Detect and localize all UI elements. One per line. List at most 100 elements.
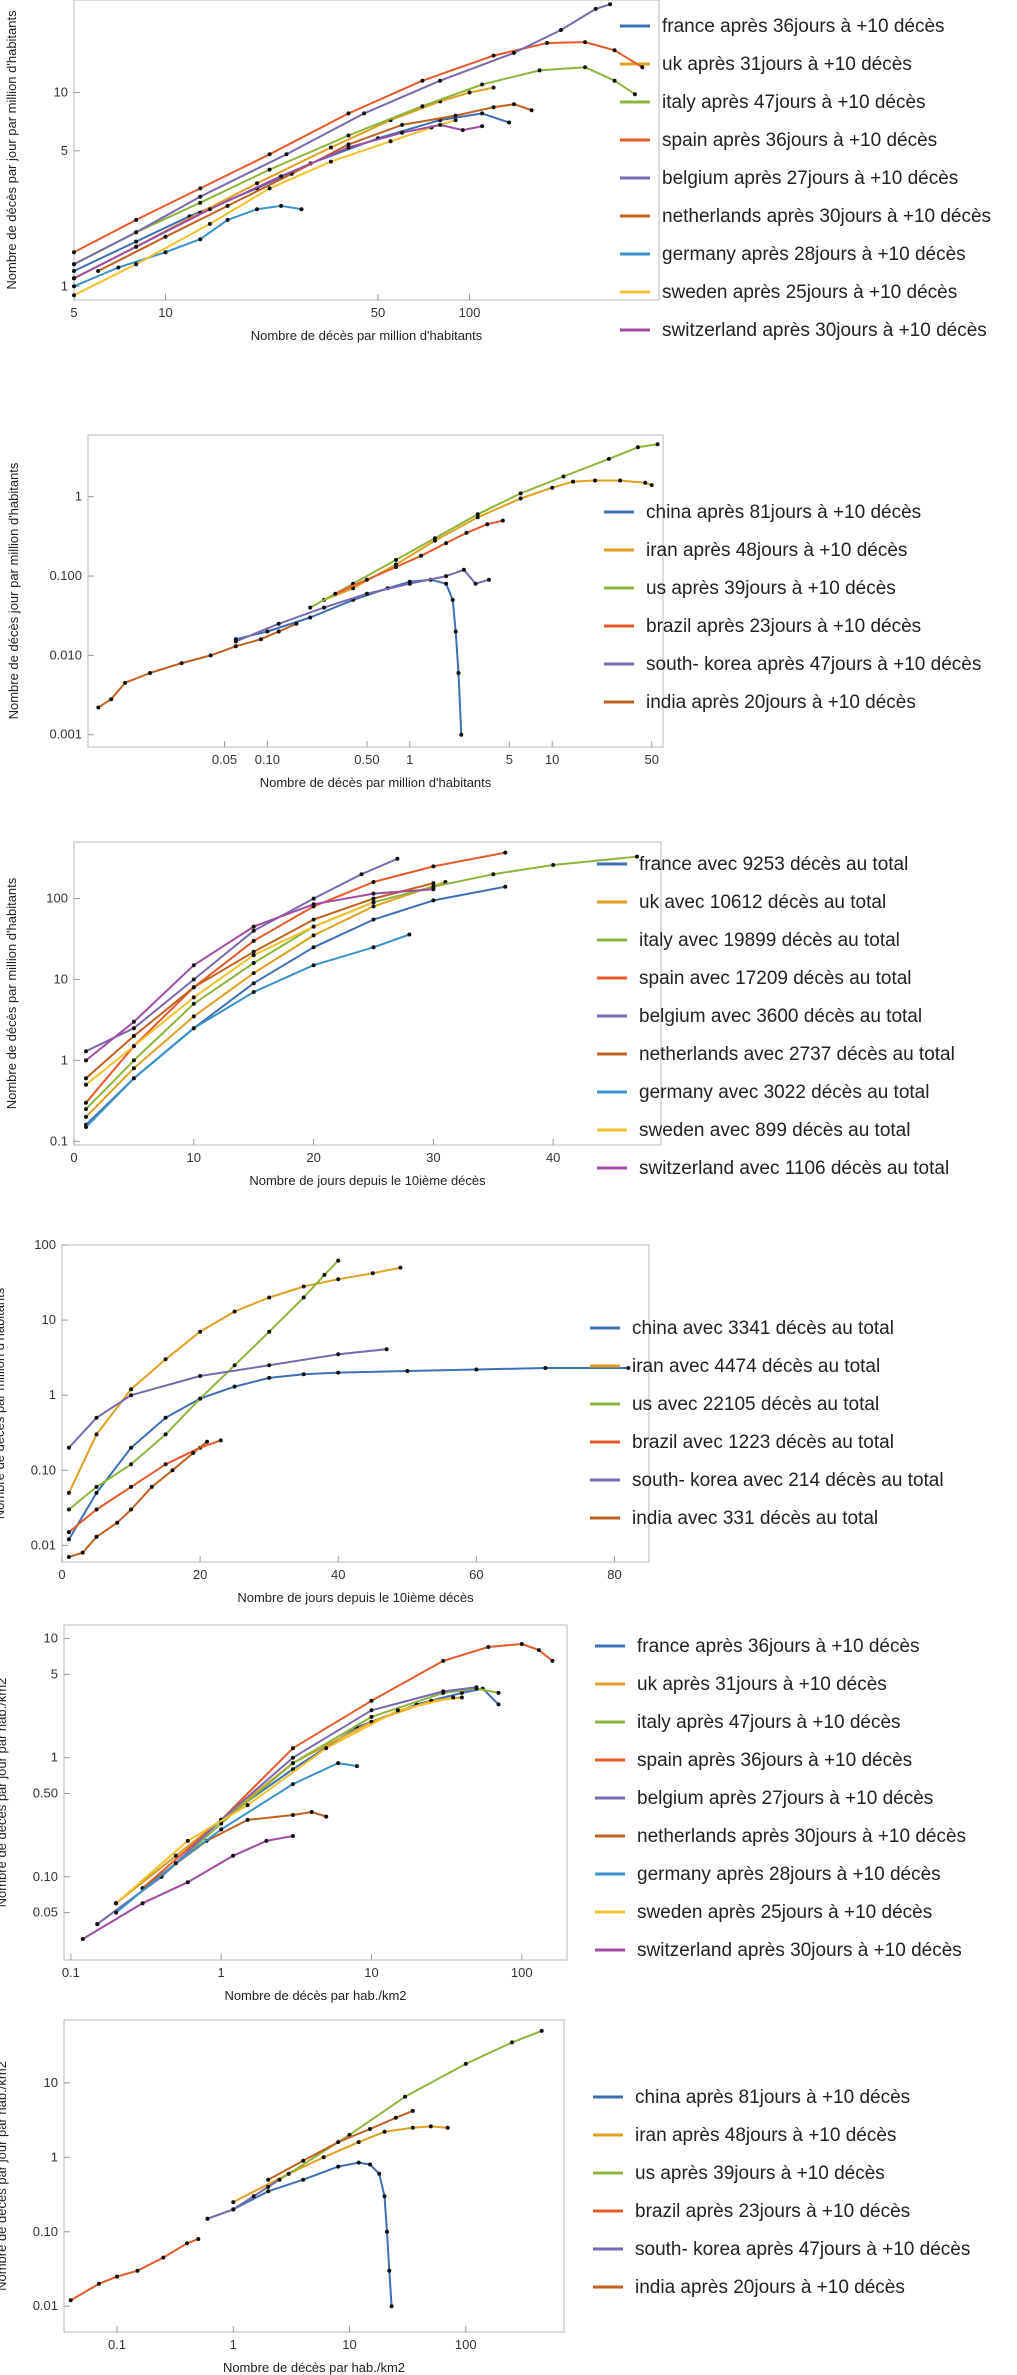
x-tick-label: 5: [70, 305, 77, 320]
data-point: [410, 2108, 415, 2113]
legend-label: china après 81jours à +10 décès: [635, 2087, 910, 2108]
x-tick-label: 100: [455, 2337, 477, 2352]
data-point: [432, 536, 437, 541]
legend-label: france après 36jours à +10 décès: [637, 1636, 920, 1657]
chart-4: 0 20 40 60 80 0.01 0.10 1 10 100 Nombre de jours d…: [0, 1237, 944, 1605]
data-point: [550, 485, 555, 490]
data-point: [231, 1853, 236, 1858]
data-point: [66, 1507, 71, 1512]
plot-frame: [73, 841, 662, 1146]
x-tick-label: 10: [187, 1150, 201, 1165]
data-point: [255, 181, 259, 186]
legend-label: france avec 9253 décès au total: [639, 854, 908, 875]
legend-label: india avec 331 décès au total: [632, 1508, 878, 1529]
data-point: [94, 1415, 99, 1420]
data-point: [559, 28, 563, 32]
data-point: [134, 244, 139, 249]
data-point: [198, 194, 203, 199]
data-point: [265, 629, 270, 634]
data-point: [255, 207, 259, 212]
data-point: [336, 1352, 341, 1357]
data-point: [198, 237, 203, 242]
data-point: [301, 2177, 306, 2182]
x-tick-label: 1: [218, 1965, 225, 1980]
data-point: [279, 203, 284, 208]
data-point: [231, 2207, 236, 2212]
series-line: [85, 901, 374, 1086]
data-point: [346, 111, 351, 116]
data-point: [635, 445, 640, 450]
data-point: [84, 1082, 88, 1087]
y-tick-label: 100: [34, 1237, 56, 1252]
data-point: [66, 1537, 71, 1542]
series-line: [267, 2109, 414, 2181]
data-point: [441, 1658, 446, 1663]
data-point: [163, 250, 168, 255]
x-axis-label: Nombre de jours depuis le 10ième décès: [249, 1173, 486, 1188]
y-tick-label: 1: [51, 2149, 58, 2164]
data-point: [135, 2268, 140, 2273]
data-point: [371, 880, 376, 884]
data-point: [114, 1910, 119, 1915]
data-point: [491, 872, 496, 877]
data-point: [377, 2171, 382, 2176]
data-point: [131, 1044, 136, 1049]
x-tick-label: 30: [426, 1150, 440, 1165]
data-point: [328, 159, 333, 164]
data-point: [225, 203, 230, 208]
data-point: [356, 2160, 361, 2165]
data-point: [131, 1058, 136, 1063]
legend-label: sweden après 25jours à +10 décès: [637, 1902, 932, 1923]
x-axis-label: Nombre de décès par million d'habitants: [251, 328, 483, 343]
data-point: [301, 1284, 306, 1289]
chart-2: 0.05 0.10 0.50 1 5 10 50 0.001 0.010 0.100 1 Nombre…: [6, 434, 981, 790]
data-point: [453, 118, 458, 123]
data-point: [539, 2028, 544, 2033]
data-point: [612, 78, 617, 83]
data-point: [453, 629, 458, 634]
data-point: [80, 1550, 85, 1555]
legend-label: germany avec 3022 décès au total: [639, 1082, 929, 1103]
data-point: [519, 1642, 524, 1646]
series-line: [309, 443, 658, 609]
data-point: [387, 2268, 392, 2273]
data-point: [371, 945, 376, 950]
data-point: [405, 1369, 410, 1373]
y-tick-label: 100: [46, 891, 68, 906]
legend-label: us avec 22105 décès au total: [632, 1394, 879, 1415]
series-line: [323, 479, 653, 601]
y-tick-label: 0.1: [50, 1133, 68, 1148]
data-point: [347, 2132, 352, 2137]
data-point: [362, 111, 367, 116]
y-tick-label: 5: [61, 143, 68, 158]
data-point: [529, 108, 534, 113]
y-tick-label: 1: [51, 1750, 58, 1765]
data-point: [311, 933, 316, 938]
data-point: [84, 1100, 88, 1105]
data-point: [491, 105, 496, 110]
data-point: [290, 1746, 295, 1751]
data-point: [198, 1329, 203, 1334]
data-point: [185, 1880, 190, 1885]
x-tick-label: 0: [70, 1150, 77, 1165]
data-point: [131, 1026, 136, 1031]
data-point: [428, 2124, 433, 2129]
data-point: [84, 1125, 88, 1129]
data-point: [311, 963, 316, 968]
data-point: [114, 1901, 119, 1906]
data-point: [66, 1555, 71, 1559]
data-point: [72, 293, 76, 298]
data-point: [321, 2155, 326, 2160]
data-point: [480, 82, 485, 87]
data-point: [371, 904, 376, 909]
series-line: [68, 1439, 222, 1533]
x-tick-label: 100: [459, 305, 481, 320]
data-point: [336, 2164, 341, 2169]
data-point: [266, 2189, 271, 2194]
legend-label: italy après 47jours à +10 décès: [637, 1712, 901, 1733]
data-point: [191, 1014, 196, 1019]
series-line: [85, 851, 506, 1104]
legend-label: uk après 31jours à +10 décès: [662, 54, 912, 75]
data-point: [649, 483, 654, 488]
y-tick-label: 0.05: [33, 1905, 58, 1920]
